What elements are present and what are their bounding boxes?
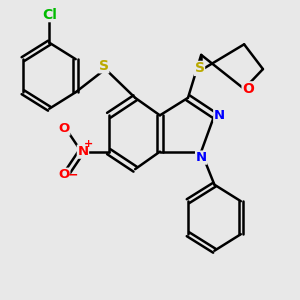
Text: O: O bbox=[58, 168, 70, 181]
Text: S: S bbox=[194, 61, 205, 75]
Text: O: O bbox=[242, 82, 254, 96]
Text: +: + bbox=[84, 140, 93, 149]
Text: S: S bbox=[99, 59, 109, 73]
Text: Cl: Cl bbox=[42, 8, 57, 22]
Text: N: N bbox=[214, 109, 225, 122]
Text: N: N bbox=[77, 145, 88, 158]
Text: N: N bbox=[196, 151, 207, 164]
Text: −: − bbox=[68, 168, 78, 181]
Text: O: O bbox=[58, 122, 70, 135]
